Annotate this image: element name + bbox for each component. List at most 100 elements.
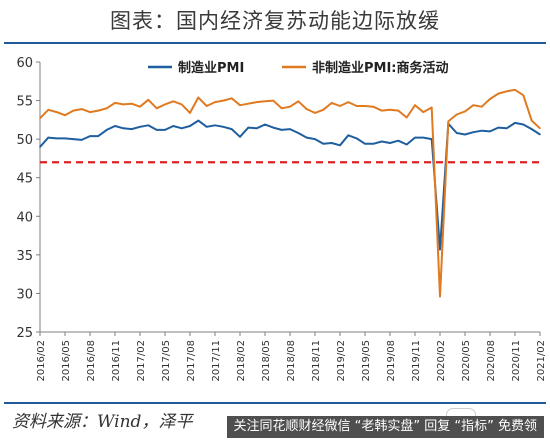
manufacturing-point — [222, 126, 225, 128]
manufacturing-point — [514, 122, 516, 124]
manufacturing-point — [439, 248, 441, 251]
non-manufacturing-point — [522, 94, 525, 96]
non-manufacturing-point — [222, 99, 225, 102]
y-tick-label: 40 — [16, 210, 33, 225]
promo-banner: 关注同花顺财经微信 “老韩实盘” 回复 “指标” 免费领 — [226, 416, 544, 438]
non-manufacturing-point — [397, 109, 400, 112]
y-tick-label: 35 — [16, 249, 33, 264]
non-manufacturing-point — [322, 109, 325, 111]
non-manufacturing-point — [530, 119, 533, 122]
non-manufacturing-point — [389, 109, 391, 111]
non-manufacturing-point — [189, 112, 191, 114]
non-manufacturing-point — [114, 102, 116, 104]
manufacturing-point — [505, 127, 508, 130]
x-tick-label: 2020/08 — [486, 340, 497, 382]
manufacturing-point — [230, 128, 233, 130]
non-manufacturing-point — [105, 107, 108, 110]
manufacturing-point — [530, 128, 533, 130]
x-tick-label: 2021/02 — [536, 340, 547, 382]
y-tick-label: 45 — [16, 172, 33, 187]
title-divider — [4, 42, 546, 44]
manufacturing-point — [80, 139, 83, 141]
y-tick-label: 50 — [16, 133, 33, 148]
x-tick-label: 2016/02 — [36, 340, 47, 382]
non-manufacturing-point — [155, 107, 158, 110]
manufacturing-point — [405, 143, 408, 146]
non-manufacturing-point — [514, 89, 516, 91]
non-manufacturing-point — [247, 102, 250, 105]
non-manufacturing-point — [272, 99, 275, 102]
non-manufacturing-point — [447, 120, 450, 123]
non-manufacturing-point — [439, 295, 441, 298]
x-tick-label: 2020/02 — [436, 340, 447, 382]
non-manufacturing-point — [355, 105, 358, 107]
x-tick-label: 2018/11 — [311, 340, 322, 382]
chart-title: 图表：国内经济复苏动能边际放缓 — [110, 9, 440, 33]
manufacturing-point — [180, 127, 183, 130]
non-manufacturing-point — [205, 105, 208, 107]
manufacturing-point — [89, 135, 91, 137]
manufacturing-point — [455, 132, 458, 134]
manufacturing-point — [205, 126, 208, 128]
y-tick-label: 30 — [16, 287, 33, 302]
non-manufacturing-point — [464, 110, 466, 113]
non-manufacturing-point — [239, 104, 241, 106]
non-manufacturing-point — [480, 105, 483, 108]
non-manufacturing-point — [255, 101, 258, 103]
non-manufacturing-point — [364, 105, 366, 107]
manufacturing-point — [339, 144, 341, 147]
series-line-manufacturing-pmi — [39, 119, 541, 251]
manufacturing-point — [464, 133, 466, 136]
manufacturing-point — [347, 134, 350, 137]
pmi-line-chart: 25 30 35 40 45 50 55 60 2016/02 2016/05 2016/08 201… — [16, 56, 547, 382]
manufacturing-point — [147, 124, 150, 127]
x-tick-label: 2018/08 — [286, 340, 297, 382]
non-manufacturing-point — [47, 109, 50, 111]
manufacturing-point — [264, 123, 266, 126]
x-tick-label: 2016/11 — [111, 340, 122, 382]
manufacturing-point — [239, 136, 241, 138]
manufacturing-point — [280, 129, 283, 131]
non-manufacturing-point — [214, 101, 216, 103]
x-tick-label: 2016/08 — [86, 340, 97, 382]
x-tick-label: 2020/11 — [511, 340, 522, 382]
manufacturing-point — [330, 142, 333, 144]
manufacturing-point — [472, 131, 475, 133]
manufacturing-point — [322, 143, 325, 145]
manufacturing-point — [189, 125, 191, 127]
manufacturing-point — [539, 133, 541, 136]
manufacturing-point — [364, 143, 366, 145]
manufacturing-point — [272, 126, 275, 129]
non-manufacturing-point — [64, 114, 66, 116]
manufacturing-point — [122, 127, 125, 130]
non-manufacturing-point — [305, 108, 308, 110]
non-manufacturing-point — [347, 101, 350, 103]
manufacturing-point — [39, 146, 41, 148]
x-tick-label: 2019/05 — [361, 340, 372, 382]
x-tick-label: 2017/05 — [161, 340, 172, 382]
manufacturing-point — [72, 138, 75, 140]
non-manufacturing-point — [339, 105, 341, 107]
non-manufacturing-point — [97, 109, 100, 112]
non-manufacturing-point — [505, 90, 508, 93]
manufacturing-point — [55, 137, 58, 140]
manufacturing-point — [164, 129, 166, 131]
non-manufacturing-point — [230, 97, 233, 100]
x-tick-label: 2020/05 — [461, 340, 472, 382]
manufacturing-point — [255, 127, 258, 130]
non-manufacturing-point — [55, 111, 58, 113]
manufacturing-point — [289, 128, 291, 130]
y-tick-label: 60 — [16, 56, 33, 71]
manufacturing-point — [489, 130, 491, 133]
non-manufacturing-point — [497, 92, 500, 95]
non-manufacturing-point — [489, 98, 491, 100]
non-manufacturing-point — [164, 103, 166, 106]
manufacturing-point — [47, 136, 50, 139]
y-tick-label: 55 — [16, 95, 33, 110]
manufacturing-point — [522, 123, 525, 126]
non-manufacturing-point — [430, 106, 433, 109]
manufacturing-point — [247, 126, 250, 129]
manufacturing-point — [214, 124, 216, 127]
non-manufacturing-point — [297, 100, 300, 103]
manufacturing-point — [155, 129, 158, 131]
